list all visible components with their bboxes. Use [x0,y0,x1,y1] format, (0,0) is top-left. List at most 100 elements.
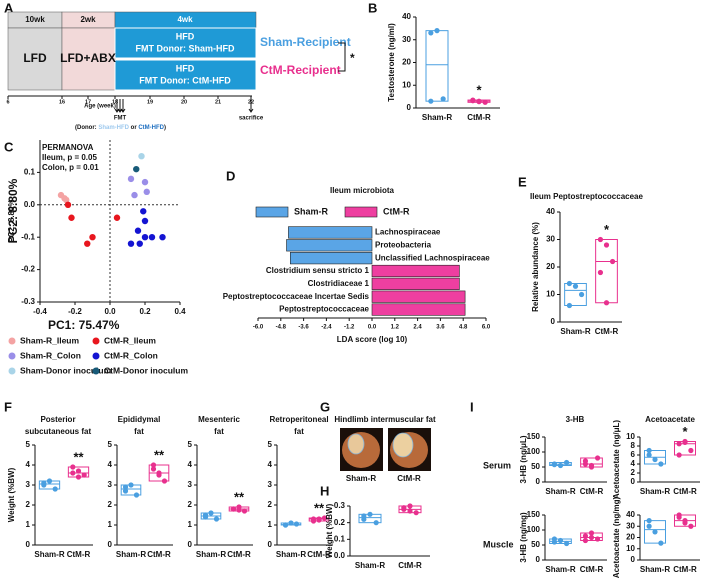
y-tick-label: 1 [188,520,193,529]
diet: HFD [176,63,195,73]
y-tick-label: 100 [527,447,541,456]
data-point [676,452,682,458]
donor-note: (Donor: Sham-HFD or CtM-HFD) [75,125,166,131]
y-tick-label: 2 [108,500,113,509]
data-point [588,534,595,541]
recipient: Sham-Recipient [260,35,351,49]
x-tick-label: 0.0 [104,307,116,316]
data-point [563,540,570,547]
y-tick-label: 10 [626,432,635,441]
age-label: 20 [181,99,187,105]
data-point [127,175,135,183]
diet: HFD [176,31,195,41]
data-point [236,507,242,513]
y-tick-label: 5 [108,440,113,449]
legend-marker [92,337,100,345]
data-point [597,236,604,243]
y-axis-label: Weight (%BW) [325,503,334,558]
phase [114,59,257,91]
data-point [682,520,688,526]
legend-label: CtM-R_Ileum [104,335,156,345]
legend-label: CtM-R [383,206,410,216]
legend-marker [8,367,16,375]
data-point [131,191,138,199]
data-point [407,503,413,509]
data-point [64,201,72,208]
x-tick-label: 4.8 [459,325,468,331]
x-tick-label: CtM-R [227,550,251,559]
y-tick-label: 1 [108,520,113,529]
data-point [367,511,373,517]
y-tick-label: 10 [402,80,411,89]
data-point [551,536,558,542]
data-point [470,98,476,104]
chart-title: subcutaneous fat [25,427,92,436]
y-tick-label: 3 [268,480,273,489]
data-point [113,214,121,221]
y-tick-label: 0.0 [334,551,346,560]
column-title: Acetoacetate [645,415,695,424]
data-point [658,461,664,467]
data-point [321,515,328,521]
x-tick-label: Sham-R [116,550,146,559]
data-point [440,96,446,102]
fmt-label: FMT [114,116,127,122]
photo-label: Sham-R [346,474,376,483]
age-label: 17 [85,99,91,105]
y-tick-label: 0 [536,477,541,486]
y-tick-label: 0 [551,317,556,326]
x-tick-label: 2.4 [413,325,422,331]
y-tick-label: 0.2 [334,518,346,527]
data-point [594,455,601,461]
x-tick-label: 0.0 [368,325,377,331]
box [564,283,587,306]
y-tick-label: 0.1 [334,534,346,543]
category-label: Peptostreptococcaceae Incertae Sedis [223,292,370,301]
data-point [582,458,589,464]
x-tick-label: Sham-R [422,113,452,122]
chart-title: Epididymal [118,415,161,424]
x-tick-label: 0.2 [139,307,151,316]
y-axis-label: PC2: 8.80% [6,178,20,243]
y-tick-label: 5 [188,440,193,449]
x-tick-label: -0.4 [33,307,47,316]
y-axis-label: 3-HB (ng/mg) [519,512,528,563]
data-point [407,508,413,514]
row-title: Muscle [483,539,514,549]
data-point [557,462,564,469]
panel-letter: F [4,399,12,414]
data-point [75,474,82,480]
data-point [241,508,248,514]
legend-label: Sham-R_Colon [20,350,81,360]
y-tick-label: 100 [527,525,541,534]
y-tick-label: 40 [626,510,635,519]
diet: LFD+ABX [60,51,116,65]
data-point [682,439,688,445]
data-point [582,533,589,539]
data-point [310,518,317,524]
diet: LFD [23,51,47,65]
data-point [156,470,162,476]
x-axis-label: LDA score (log 10) [337,335,408,344]
box [644,520,666,544]
y-tick-label: 20 [546,262,555,271]
y-tick-label: 5 [268,440,273,449]
legend-label: Sham-Donor inoculum [20,365,112,375]
y-tick-label: 0.1 [24,168,36,177]
y-tick-label: 4 [188,460,193,469]
y-tick-label: 0 [268,540,273,549]
data-point [208,510,214,516]
legend-marker [8,337,16,345]
x-tick-label: Sham-R [545,565,575,574]
chart-title: fat [294,427,304,436]
bar [371,277,460,290]
y-tick-label: 0.0 [24,200,36,209]
recipient: CtM-Recipient [260,63,341,77]
data-point [81,472,87,478]
data-point [688,447,694,454]
y-tick-label: 4 [26,460,31,469]
y-tick-label: 1 [26,520,31,529]
category-label: Unclassified Lachnospiraceae [375,253,490,262]
annotation: Ileum, p = 0.05 [42,153,97,162]
data-point [282,522,289,528]
